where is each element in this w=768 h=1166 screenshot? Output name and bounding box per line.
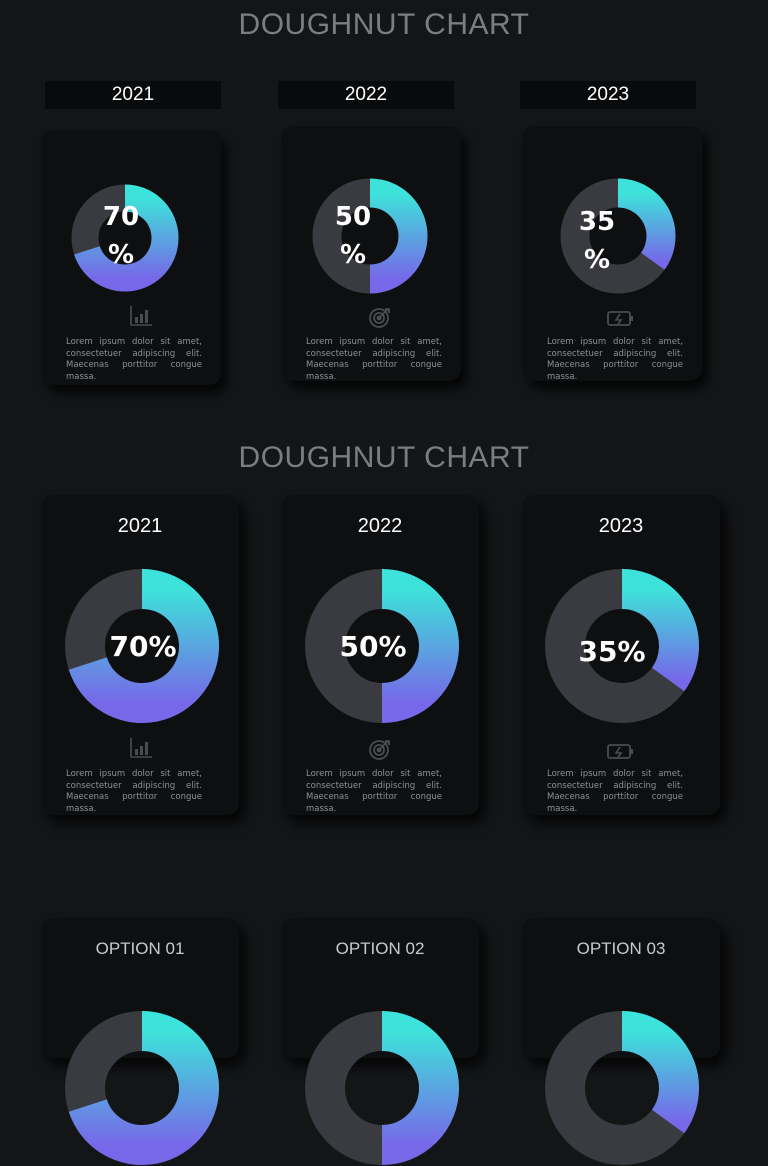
doughnut-svg bbox=[545, 569, 699, 723]
doughnut-svg bbox=[560, 178, 676, 294]
section-title: DOUGHNUT CHART bbox=[238, 8, 530, 41]
doughnut-svg bbox=[71, 184, 179, 292]
option-label: OPTION 02 bbox=[335, 939, 425, 958]
option-label: OPTION 01 bbox=[95, 939, 185, 958]
percent-sign: % bbox=[339, 240, 367, 270]
year-label: 2021 bbox=[117, 515, 163, 537]
percent-value: 35 bbox=[578, 207, 616, 237]
bar-chart-icon bbox=[129, 737, 153, 759]
chart-card-2022: 50 % Lorem ipsum dolor sit amet, consect… bbox=[281, 126, 461, 382]
percent-value: 70 bbox=[102, 202, 140, 232]
year-header: 2023 bbox=[520, 81, 696, 109]
section-title: DOUGHNUT CHART bbox=[238, 441, 530, 474]
donut-value-arc bbox=[621, 569, 699, 692]
donut-value-arc bbox=[68, 569, 219, 723]
doughnut-svg bbox=[305, 569, 459, 723]
target-icon bbox=[368, 737, 392, 761]
card-description: Lorem ipsum dolor sit amet, consectetuer… bbox=[547, 337, 683, 382]
year-label: 2022 bbox=[357, 515, 403, 537]
chart-card-2021: 70 % Lorem ipsum dolor sit amet, consect… bbox=[41, 130, 221, 385]
percent-label: 70% bbox=[109, 630, 177, 663]
donut-chart bbox=[64, 1010, 220, 1166]
percent-value: 50 bbox=[334, 202, 372, 232]
donut-value-arc bbox=[369, 178, 428, 294]
donut-chart bbox=[304, 568, 460, 724]
option-card-03: OPTION 03 bbox=[522, 918, 720, 1165]
year-header: 2022 bbox=[278, 81, 454, 109]
donut-value-arc bbox=[381, 1011, 459, 1165]
option-label: OPTION 03 bbox=[576, 939, 666, 958]
donut-value-arc bbox=[381, 569, 459, 723]
donut-chart bbox=[560, 178, 676, 294]
bar-chart-icon bbox=[129, 305, 153, 327]
option-card-01: OPTION 01 bbox=[41, 918, 239, 1165]
donut-chart bbox=[312, 178, 428, 294]
doughnut-svg bbox=[65, 1011, 219, 1165]
chart-card-2023: 2023 35% Lorem ipsum dolor sit amet, con… bbox=[522, 495, 720, 815]
doughnut-svg bbox=[312, 178, 428, 294]
percent-label: 50% bbox=[339, 630, 407, 663]
battery-icon bbox=[607, 310, 635, 328]
donut-value-arc bbox=[621, 1011, 699, 1134]
year-label: 2023 bbox=[598, 515, 644, 537]
doughnut-svg bbox=[545, 1011, 699, 1165]
card-description: Lorem ipsum dolor sit amet, consectetuer… bbox=[547, 769, 683, 814]
donut-value-arc bbox=[617, 178, 676, 270]
card-description: Lorem ipsum dolor sit amet, consectetuer… bbox=[66, 769, 202, 814]
donut-chart bbox=[544, 568, 700, 724]
option-card-02: OPTION 02 bbox=[281, 918, 479, 1165]
percent-label: 70 % bbox=[101, 198, 141, 274]
donut-chart bbox=[304, 1010, 460, 1166]
percent-sign: % bbox=[107, 240, 135, 270]
donut-value-arc bbox=[74, 184, 179, 292]
doughnut-svg bbox=[65, 569, 219, 723]
percent-label: 35 % bbox=[577, 203, 617, 279]
target-icon bbox=[368, 305, 392, 329]
card-description: Lorem ipsum dolor sit amet, consectetuer… bbox=[306, 769, 442, 814]
donut-chart bbox=[544, 1010, 700, 1166]
chart-card-2022: 2022 50% Lorem ipsum dolor sit amet, con… bbox=[281, 495, 479, 815]
chart-card-2023: 35 % Lorem ipsum dolor sit amet, consect… bbox=[522, 126, 702, 382]
card-description: Lorem ipsum dolor sit amet, consectetuer… bbox=[66, 337, 202, 382]
doughnut-svg bbox=[305, 1011, 459, 1165]
percent-sign: % bbox=[583, 245, 611, 275]
donut-chart bbox=[64, 568, 220, 724]
chart-card-2021: 2021 70% Lorem ipsum dolor sit amet, con… bbox=[41, 495, 239, 815]
year-header: 2021 bbox=[45, 81, 221, 109]
percent-label: 35% bbox=[578, 635, 646, 668]
battery-icon bbox=[607, 743, 635, 761]
percent-label: 50 % bbox=[333, 198, 373, 274]
card-description: Lorem ipsum dolor sit amet, consectetuer… bbox=[306, 337, 442, 382]
donut-chart bbox=[67, 180, 183, 296]
